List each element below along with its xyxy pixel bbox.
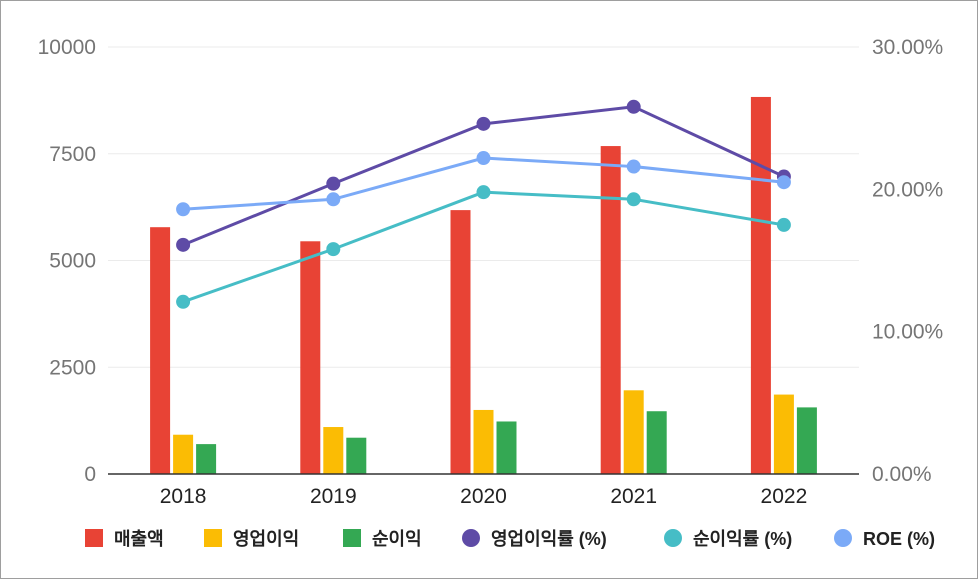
bar — [300, 241, 321, 474]
bar — [196, 444, 217, 474]
left-axis-ticks: 0 2500 5000 7500 10000 — [38, 36, 96, 486]
right-axis-tick-label: 20.00% — [872, 178, 943, 201]
right-axis-ticks: 0.00% 10.00% 20.00% 30.00% — [872, 36, 943, 486]
line-point — [176, 237, 191, 252]
x-axis-ticks: 2018 2019 2020 2021 2022 — [160, 485, 808, 508]
legend-label: ROE (%) — [863, 529, 935, 549]
x-axis-tick-label: 2020 — [460, 485, 507, 508]
legend-label: 순이익률 (%) — [693, 529, 792, 549]
legend-label: 매출액 — [114, 529, 164, 549]
line-point — [176, 202, 191, 217]
legend-swatch — [85, 529, 103, 547]
line-series-group — [176, 99, 791, 309]
line-point — [776, 217, 791, 232]
x-axis-tick-label: 2021 — [610, 485, 657, 508]
legend-swatch — [664, 529, 682, 547]
left-axis-tick-label: 10000 — [38, 36, 96, 59]
x-axis-tick-label: 2019 — [310, 485, 357, 508]
bar — [646, 411, 667, 474]
bar — [450, 210, 471, 474]
legend-label: 순이익 — [372, 529, 422, 549]
bar — [323, 427, 344, 474]
line-point — [476, 185, 491, 200]
line-point — [776, 175, 791, 190]
line-point — [176, 294, 191, 309]
legend-swatch — [343, 529, 361, 547]
bar — [473, 409, 494, 474]
legend-swatch — [204, 529, 222, 547]
legend-label: 영업이익률 (%) — [491, 529, 607, 549]
bar — [623, 390, 644, 474]
right-axis-tick-label: 30.00% — [872, 36, 943, 59]
right-axis-tick-label: 10.00% — [872, 321, 943, 344]
left-axis-tick-label: 2500 — [49, 356, 96, 379]
bar — [600, 146, 621, 474]
bar — [496, 421, 517, 474]
line-point — [326, 176, 341, 191]
line-point — [476, 116, 491, 131]
bar — [773, 394, 794, 474]
line-point — [326, 192, 341, 207]
bar — [796, 407, 817, 474]
line-point — [626, 159, 641, 174]
left-axis-tick-label: 7500 — [49, 143, 96, 166]
x-axis-tick-label: 2022 — [761, 485, 808, 508]
bar-series-group — [150, 96, 817, 475]
bar — [346, 437, 367, 474]
bar — [150, 227, 171, 474]
line-point — [326, 242, 341, 257]
legend-swatch — [462, 529, 480, 547]
x-axis-tick-label: 2018 — [160, 485, 207, 508]
line-point — [626, 99, 641, 114]
legend-swatch — [834, 529, 852, 547]
legend: 매출액 영업이익 순이익 영업이익률 (%) 순이익률 (%) ROE (%) — [85, 529, 935, 549]
right-axis-tick-label: 0.00% — [872, 463, 932, 486]
left-axis-tick-label: 0 — [84, 463, 96, 486]
left-axis-tick-label: 5000 — [49, 250, 96, 273]
bar — [173, 434, 194, 474]
line-point — [626, 192, 641, 207]
legend-label: 영업이익 — [233, 529, 299, 549]
series-line — [183, 156, 785, 211]
line-point — [476, 151, 491, 166]
bar — [750, 96, 771, 475]
